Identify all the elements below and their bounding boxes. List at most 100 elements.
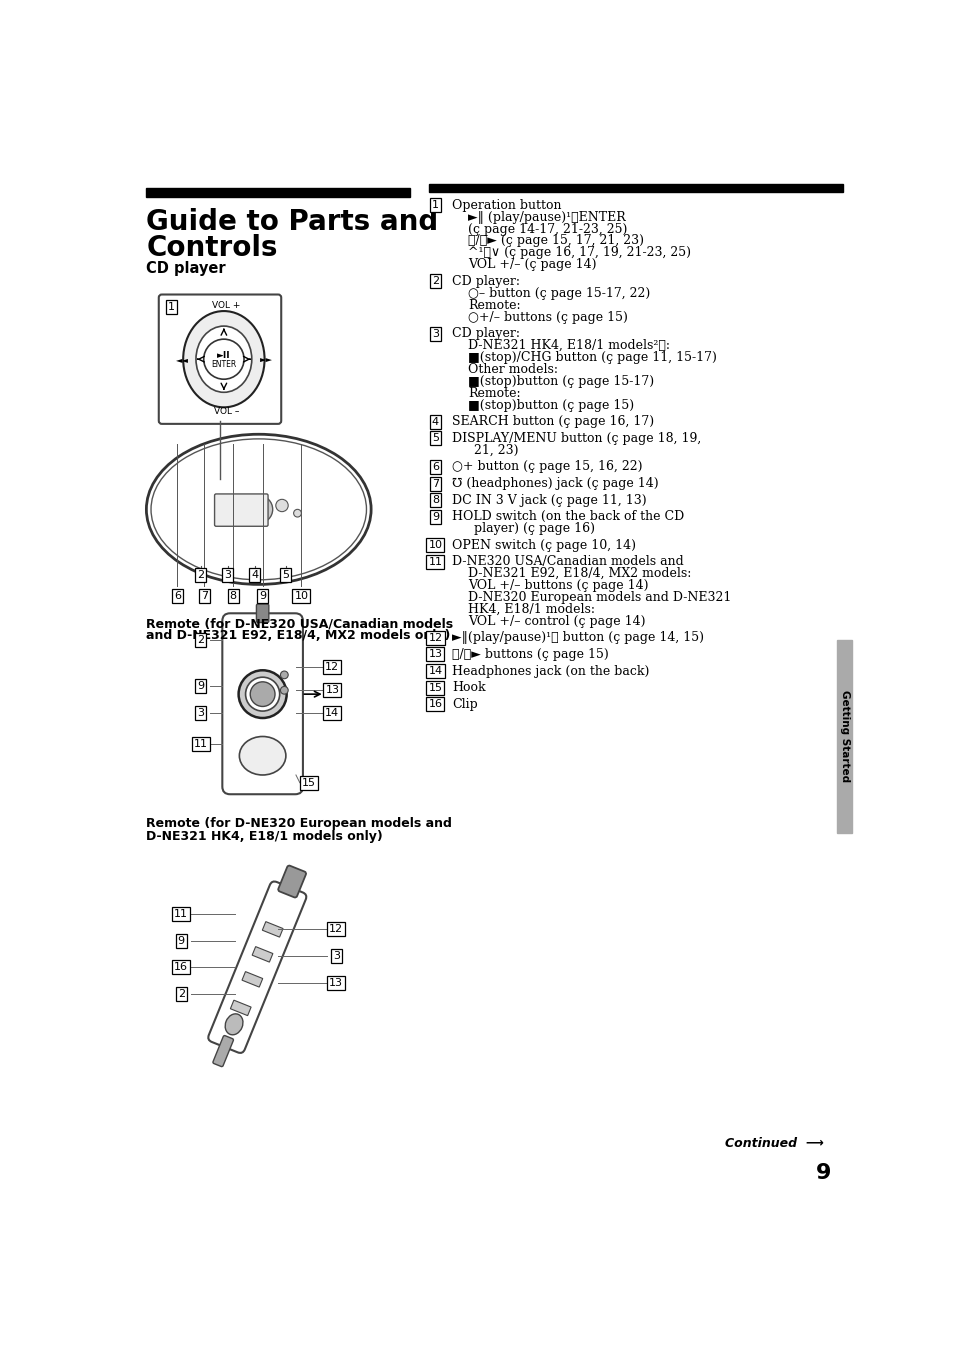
Text: 4: 4 xyxy=(432,417,438,427)
Bar xyxy=(230,1000,251,1015)
Text: Other models:: Other models: xyxy=(468,364,558,376)
Text: Remote:: Remote: xyxy=(468,387,520,400)
Ellipse shape xyxy=(239,737,286,775)
Text: HK4, E18/1 models:: HK4, E18/1 models: xyxy=(468,603,595,616)
Text: ■(stop)/CHG button (ç page 11, 15-17): ■(stop)/CHG button (ç page 11, 15-17) xyxy=(468,351,716,364)
Text: ○– button (ç page 15-17, 22): ○– button (ç page 15-17, 22) xyxy=(468,286,650,300)
Text: HOLD switch (on the back of the CD: HOLD switch (on the back of the CD xyxy=(452,510,684,524)
Text: 5: 5 xyxy=(282,570,289,579)
Text: Clip: Clip xyxy=(452,697,477,711)
Bar xyxy=(262,921,283,938)
Text: 6: 6 xyxy=(173,590,181,601)
Text: ►‖ (play/pause)¹⧸ENTER: ►‖ (play/pause)¹⧸ENTER xyxy=(468,210,625,224)
Text: ⧺/⧻► (ç page 15, 17, 21, 23): ⧺/⧻► (ç page 15, 17, 21, 23) xyxy=(468,235,643,247)
Text: Remote:: Remote: xyxy=(468,299,520,312)
Text: CD player:: CD player: xyxy=(452,275,520,288)
Text: VOL +/– (ç page 14): VOL +/– (ç page 14) xyxy=(468,258,596,271)
Ellipse shape xyxy=(238,670,286,718)
Text: 2: 2 xyxy=(197,635,204,645)
Text: 3: 3 xyxy=(432,328,438,339)
Text: 8: 8 xyxy=(432,495,438,505)
Text: 11: 11 xyxy=(428,556,442,567)
Text: 21, 23): 21, 23) xyxy=(474,444,518,457)
Text: 12: 12 xyxy=(325,662,339,672)
Circle shape xyxy=(253,503,264,514)
Text: Headphones jack (on the back): Headphones jack (on the back) xyxy=(452,665,649,677)
Text: 9: 9 xyxy=(815,1163,831,1183)
Text: 2: 2 xyxy=(177,989,185,1000)
Text: 1: 1 xyxy=(168,301,174,312)
Text: ◄◄: ◄◄ xyxy=(175,354,189,364)
Text: ^¹⧸∨ (ç page 16, 17, 19, 21-23, 25): ^¹⧸∨ (ç page 16, 17, 19, 21-23, 25) xyxy=(468,247,690,259)
Text: VOL –: VOL – xyxy=(213,407,238,417)
Text: 5: 5 xyxy=(432,433,438,444)
Text: 10: 10 xyxy=(294,590,308,601)
Text: 2: 2 xyxy=(432,277,438,286)
Circle shape xyxy=(275,499,288,512)
Text: D-NE321 HK4, E18/1 models only): D-NE321 HK4, E18/1 models only) xyxy=(146,829,383,843)
Circle shape xyxy=(204,339,244,379)
Text: ○+ button (ç page 15, 16, 22): ○+ button (ç page 15, 16, 22) xyxy=(452,460,642,474)
Text: Operation button: Operation button xyxy=(452,198,561,212)
Text: D-NE321 HK4, E18/1 models²⧸:: D-NE321 HK4, E18/1 models²⧸: xyxy=(468,339,669,353)
Bar xyxy=(252,947,273,962)
FancyBboxPatch shape xyxy=(158,294,281,423)
Text: 13: 13 xyxy=(329,978,343,988)
Text: and D-NE321 E92, E18/4, MX2 models only): and D-NE321 E92, E18/4, MX2 models only) xyxy=(146,630,450,642)
Text: ⧺/⧻► buttons (ç page 15): ⧺/⧻► buttons (ç page 15) xyxy=(452,649,609,661)
Text: Getting Started: Getting Started xyxy=(839,691,849,783)
Text: ◄◄: ◄◄ xyxy=(259,354,272,364)
Circle shape xyxy=(280,687,288,695)
Text: D-NE321 E92, E18/4, MX2 models:: D-NE321 E92, E18/4, MX2 models: xyxy=(468,567,691,581)
Text: Remote (for D-NE320 USA/Canadian models: Remote (for D-NE320 USA/Canadian models xyxy=(146,617,453,630)
Text: ►II: ►II xyxy=(217,351,231,360)
Text: 3: 3 xyxy=(333,951,339,961)
Text: Controls: Controls xyxy=(146,233,277,262)
Ellipse shape xyxy=(195,326,252,392)
Text: Remote (for D-NE320 European models and: Remote (for D-NE320 European models and xyxy=(146,817,452,830)
Text: Guide to Parts and: Guide to Parts and xyxy=(146,208,438,236)
Ellipse shape xyxy=(183,311,264,407)
FancyBboxPatch shape xyxy=(213,1035,233,1067)
Text: CD player: CD player xyxy=(146,262,226,277)
Bar xyxy=(146,189,410,198)
Ellipse shape xyxy=(245,677,279,711)
Ellipse shape xyxy=(151,438,366,579)
Text: OPEN switch (ç page 10, 14): OPEN switch (ç page 10, 14) xyxy=(452,539,636,552)
Text: ■(stop)button (ç page 15-17): ■(stop)button (ç page 15-17) xyxy=(468,375,654,388)
Bar xyxy=(836,641,852,833)
FancyBboxPatch shape xyxy=(208,882,306,1053)
Text: 13: 13 xyxy=(325,685,339,695)
Text: 1: 1 xyxy=(432,201,438,210)
Text: 11: 11 xyxy=(193,740,208,749)
Text: 6: 6 xyxy=(432,461,438,472)
Circle shape xyxy=(245,495,273,524)
Text: 11: 11 xyxy=(174,909,188,919)
Text: 4: 4 xyxy=(251,570,258,579)
Text: 3: 3 xyxy=(224,570,231,579)
Text: DISPLAY/MENU button (ç page 18, 19,: DISPLAY/MENU button (ç page 18, 19, xyxy=(452,432,701,445)
Text: (ç page 14-17, 21-23, 25): (ç page 14-17, 21-23, 25) xyxy=(468,223,627,236)
Text: 14: 14 xyxy=(428,666,442,676)
Text: 14: 14 xyxy=(325,708,339,718)
Text: 13: 13 xyxy=(428,650,442,660)
Text: ►‖(play/pause)¹⧸ button (ç page 14, 15): ►‖(play/pause)¹⧸ button (ç page 14, 15) xyxy=(452,631,703,645)
Text: Hook: Hook xyxy=(452,681,486,693)
Text: ○+/– buttons (ç page 15): ○+/– buttons (ç page 15) xyxy=(468,311,627,324)
FancyBboxPatch shape xyxy=(222,613,303,794)
Bar xyxy=(242,972,262,987)
Text: 15: 15 xyxy=(302,778,315,787)
Text: 7: 7 xyxy=(432,479,438,489)
FancyBboxPatch shape xyxy=(256,604,269,623)
Text: 8: 8 xyxy=(230,590,236,601)
Ellipse shape xyxy=(146,434,371,585)
Text: 9: 9 xyxy=(432,512,438,521)
Text: 12: 12 xyxy=(329,924,343,934)
Text: 9: 9 xyxy=(259,590,266,601)
Text: ENTER: ENTER xyxy=(211,360,236,369)
Text: 9: 9 xyxy=(177,935,185,946)
Text: player) (ç page 16): player) (ç page 16) xyxy=(474,522,595,535)
Text: 3: 3 xyxy=(197,708,204,718)
Text: 15: 15 xyxy=(428,683,442,692)
Text: D-NE320 USA/Canadian models and: D-NE320 USA/Canadian models and xyxy=(452,555,683,569)
